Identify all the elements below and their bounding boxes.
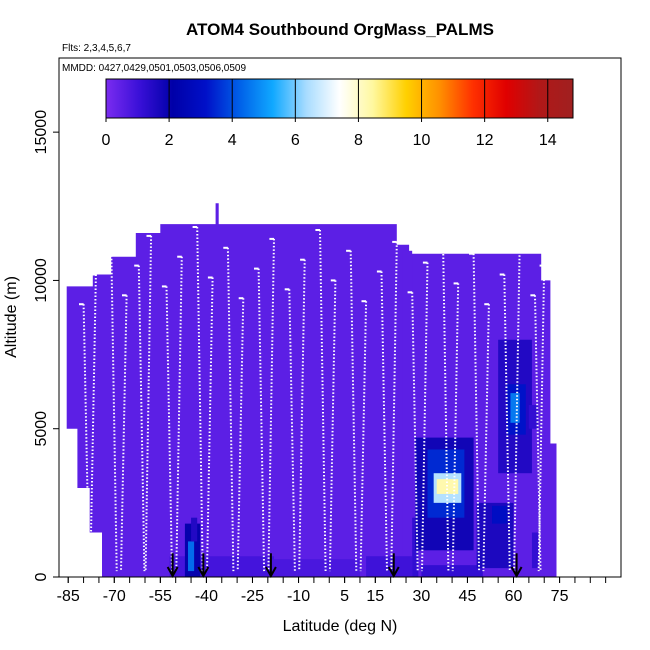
x-tick-label: -40 — [195, 588, 218, 605]
flight-profile-line — [390, 241, 398, 572]
flight-profile-line — [267, 238, 275, 572]
plot-frame — [58, 57, 622, 578]
x-axis-label: Latitude (deg N) — [283, 618, 398, 635]
sounding-arrow-head — [265, 566, 277, 579]
y-tick-label: 0 — [33, 572, 50, 581]
x-tick-label: 5 — [340, 588, 349, 605]
colorbar-tick-label: 0 — [102, 132, 111, 149]
sounding-arrow-head — [387, 566, 400, 579]
lowlevel-shade-cell — [366, 556, 413, 577]
flight-profile-line — [257, 268, 266, 572]
flight-profile-line — [328, 280, 337, 572]
flight-profile-line — [359, 301, 368, 572]
sounding-arrow-head — [197, 566, 210, 579]
heatmap-cell — [492, 505, 508, 524]
sounding-arrows — [166, 553, 523, 579]
flight-profile-line — [380, 271, 388, 572]
flight-profile-line — [196, 226, 204, 572]
x-axis: -85 -70 -55 -40 -25 -10 5 15 30 45 60 75 — [57, 577, 607, 605]
y-axis-label: Altitude (m) — [3, 276, 20, 358]
heatmap-cell — [510, 393, 520, 423]
flight-profile-line — [534, 295, 542, 572]
y-tick-label: 10000 — [33, 258, 50, 303]
chart-title: ATOM4 Southbound OrgMass_PALMS — [186, 20, 494, 39]
heatmap-cell — [191, 517, 198, 542]
x-tick-label: 15 — [366, 588, 384, 605]
x-tick-label: -70 — [103, 588, 126, 605]
x-tick-label: -25 — [241, 588, 264, 605]
flight-profile-line — [411, 292, 419, 572]
colorbar-tick-label: 14 — [539, 132, 557, 149]
flight-profile-line — [451, 283, 460, 572]
coverage-gap-fill — [402, 250, 413, 577]
flight-profile-line — [288, 289, 296, 572]
heatmap-cell — [531, 532, 539, 569]
sounding-arrow-head — [510, 566, 523, 579]
x-tick-label: 75 — [551, 588, 569, 605]
x-tick-label: 30 — [412, 588, 430, 605]
plot-area — [59, 58, 621, 579]
flight-profile-line — [298, 259, 306, 572]
flight-profile-line — [503, 274, 511, 572]
x-tick-label: 45 — [459, 588, 477, 605]
heatmap-cell — [528, 404, 539, 429]
colorbar-tick-label: 12 — [476, 132, 494, 149]
colorbar-tick-label: 2 — [165, 132, 174, 149]
x-tick-label: -55 — [149, 588, 172, 605]
heatmap-cell — [187, 541, 195, 572]
flight-profile-line — [89, 274, 97, 572]
flight-profile-line — [319, 229, 327, 572]
dates-annotation: MMDD: 0427,0429,0501,0503,0506,0509 — [62, 63, 246, 74]
colorbar: 0 2 4 6 8 10 12 14 — [102, 78, 574, 149]
flights-annotation: Flts: 2,3,4,5,6,7 — [62, 43, 131, 54]
colorbar-tick-label: 4 — [228, 132, 237, 149]
x-tick-label: -10 — [287, 588, 310, 605]
flight-profile-line — [421, 262, 429, 572]
flight-profile-line — [349, 250, 358, 572]
flight-profile-line — [482, 304, 490, 572]
sounding-arrow-head — [166, 566, 179, 579]
colorbar-tick-label: 10 — [413, 132, 431, 149]
flight-profile-line — [120, 295, 128, 572]
x-tick-label: -85 — [57, 588, 80, 605]
flight-profile-line — [472, 253, 481, 572]
flight-profile-line — [441, 232, 450, 572]
colorbar-tick-label: 8 — [354, 132, 363, 149]
heatmap-cell — [436, 479, 459, 494]
flight-profile-line — [82, 304, 91, 572]
colorbar-gradient — [106, 79, 573, 118]
y-tick-label: 5000 — [33, 411, 50, 447]
lowlevel-shade-cell — [267, 559, 360, 577]
y-axis: 0 5000 10000 15000 — [33, 110, 59, 581]
flight-profiles — [79, 226, 546, 572]
colorbar-tick-label: 6 — [291, 132, 300, 149]
flight-profile-line — [226, 247, 235, 572]
y-tick-label: 15000 — [33, 110, 50, 155]
x-tick-label: 60 — [505, 588, 523, 605]
